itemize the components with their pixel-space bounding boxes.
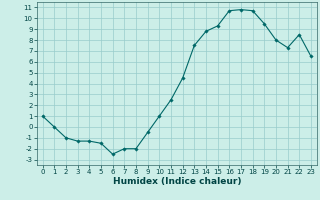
X-axis label: Humidex (Indice chaleur): Humidex (Indice chaleur) <box>113 177 241 186</box>
